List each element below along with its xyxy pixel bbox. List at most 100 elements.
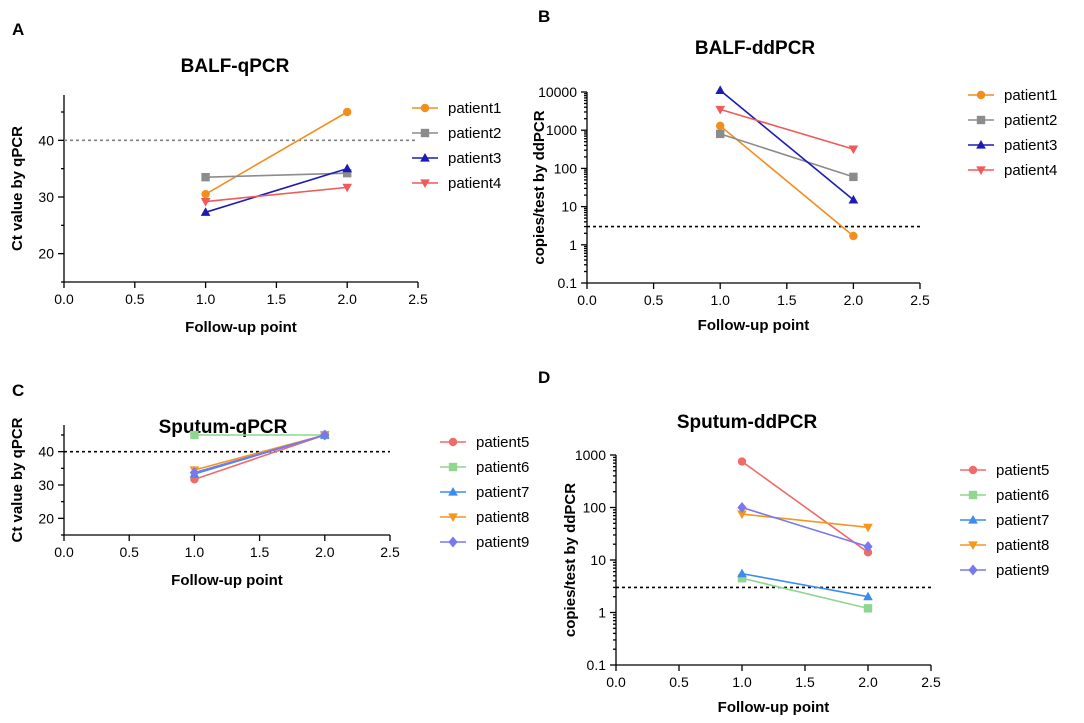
legend-item: patient1 [412, 100, 501, 117]
data-point [737, 568, 747, 578]
legend-marker [976, 139, 986, 149]
data-point [849, 231, 858, 241]
x-tick-label: 2.0 [858, 674, 878, 690]
series-line [719, 133, 854, 178]
x-tick-label: 2.5 [921, 674, 941, 690]
data-point [200, 197, 211, 207]
series-line [194, 434, 326, 474]
legend-label: patient1 [448, 100, 501, 117]
data-point [320, 429, 330, 441]
series-line [719, 89, 854, 201]
legend-item: patient3 [412, 150, 501, 167]
x-tick-label: 2.0 [315, 544, 335, 560]
series-line [741, 460, 869, 553]
legend-label: patient4 [1004, 162, 1057, 179]
y-tick-label: 1000 [575, 447, 606, 463]
legend: patient1 patient2 patient3 patient4 [968, 87, 1057, 179]
x-tick-label: 1.5 [795, 674, 815, 690]
x-axis-label: Follow-up point [171, 572, 283, 589]
y-tick-label: 30 [38, 477, 54, 493]
legend-label: patient2 [1004, 112, 1057, 129]
y-tick-label: 100 [554, 160, 578, 176]
series-patient2 [201, 169, 352, 182]
y-tick-label: 20 [38, 510, 54, 526]
legend-item: patient9 [960, 562, 1049, 579]
series-patient8 [737, 510, 873, 533]
legend-item: patient9 [440, 534, 529, 551]
series-patient4 [715, 105, 859, 155]
x-tick-label: 0.0 [54, 544, 74, 560]
data-point [716, 121, 725, 131]
data-point [848, 194, 859, 204]
data-point [863, 541, 873, 553]
series-line [205, 167, 348, 214]
y-tick-label: 30 [38, 189, 54, 205]
data-point [343, 107, 352, 117]
legend-marker [420, 179, 430, 189]
x-tick-label: 1.5 [250, 544, 270, 560]
data-point [201, 172, 210, 182]
legend-label: patient8 [996, 537, 1049, 554]
legend-label: patient3 [448, 150, 501, 167]
y-axis-label: Ct value by qPCR [9, 126, 26, 251]
series-line [194, 434, 326, 481]
series-patient1 [201, 107, 352, 199]
data-point [342, 163, 353, 173]
legend-marker [976, 115, 986, 125]
x-tick-label: 1.0 [710, 292, 730, 308]
legend-item: patient5 [440, 434, 529, 451]
legend-item: patient1 [968, 87, 1057, 104]
x-tick-label: 0.0 [606, 674, 626, 690]
y-tick-label: 1000 [546, 122, 577, 138]
legend-item: patient8 [440, 509, 529, 526]
legend-label: patient6 [476, 459, 529, 476]
chart-panel-b: B BALF-ddPCR 0.0 0.5 1.0 1.5 2.0 2.5 0.1 1 10 100 10… [531, 7, 1057, 334]
legend-marker [448, 437, 458, 447]
series-line [719, 125, 854, 237]
series-patient2 [716, 129, 858, 182]
y-tick-label: 20 [38, 246, 54, 262]
x-tick-label: 1.0 [196, 291, 216, 307]
data-point [715, 105, 726, 115]
legend-marker [968, 564, 978, 576]
panel-letter: D [538, 368, 550, 387]
data-point [737, 457, 747, 466]
chart-title: BALF-qPCR [181, 56, 290, 77]
x-tick-label: 2.5 [910, 292, 930, 308]
series-line [719, 108, 854, 150]
series-patient3 [715, 85, 859, 204]
chart-panel-a: A BALF-qPCR 0.0 0.5 1.0 1.5 2.0 2.5 20 30 40 Follow… [9, 20, 501, 336]
legend-marker [448, 462, 458, 472]
series-patient4 [200, 183, 353, 207]
x-axis-label: Follow-up point [185, 319, 297, 336]
legend-label: patient5 [996, 462, 1049, 479]
data-point [863, 548, 873, 557]
series-line [205, 186, 348, 203]
legend-marker [976, 166, 986, 176]
x-tick-label: 1.5 [777, 292, 797, 308]
legend-label: patient7 [996, 512, 1049, 529]
y-tick-label: 10 [590, 552, 606, 568]
data-point [849, 172, 858, 182]
x-tick-label: 0.5 [669, 674, 689, 690]
panel-letter: C [12, 381, 24, 400]
series-line [205, 172, 348, 178]
data-point [863, 591, 873, 601]
legend-marker [448, 486, 458, 496]
chart-title: Sputum-ddPCR [677, 412, 818, 433]
data-point [716, 129, 725, 139]
legend: patient5 patient6 patient7 patient8 patient9 [960, 462, 1049, 579]
x-tick-label: 2.5 [408, 291, 428, 307]
legend-item: patient7 [960, 512, 1049, 529]
y-tick-label: 10 [561, 199, 577, 215]
legend-item: patient3 [968, 137, 1057, 154]
series-patient5 [737, 457, 873, 557]
legend-marker [968, 541, 978, 551]
legend-label: patient9 [476, 534, 529, 551]
legend-label: patient5 [476, 434, 529, 451]
series-line [741, 513, 869, 529]
legend-marker [420, 128, 430, 138]
legend-item: patient7 [440, 484, 529, 501]
